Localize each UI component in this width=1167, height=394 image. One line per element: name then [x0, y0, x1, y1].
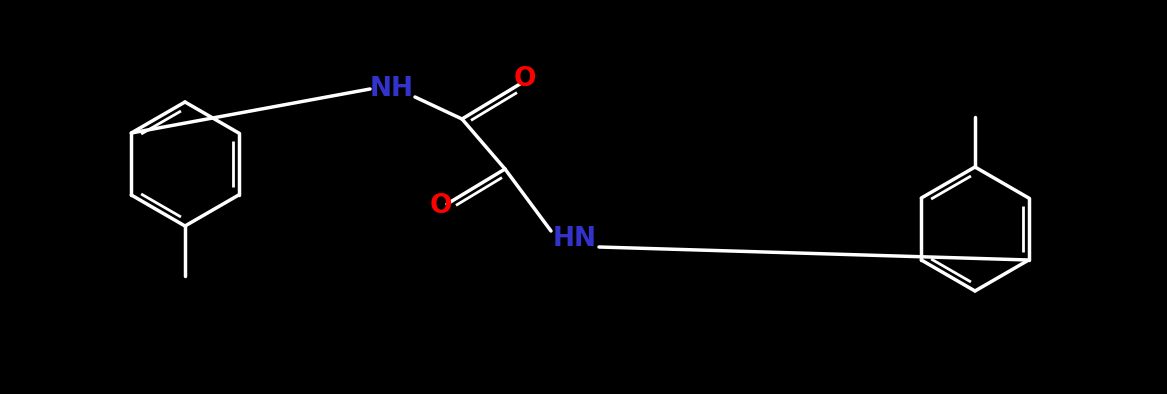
- Text: O: O: [429, 193, 453, 219]
- Text: HN: HN: [553, 226, 598, 252]
- Text: O: O: [513, 66, 537, 92]
- Text: NH: NH: [370, 76, 414, 102]
